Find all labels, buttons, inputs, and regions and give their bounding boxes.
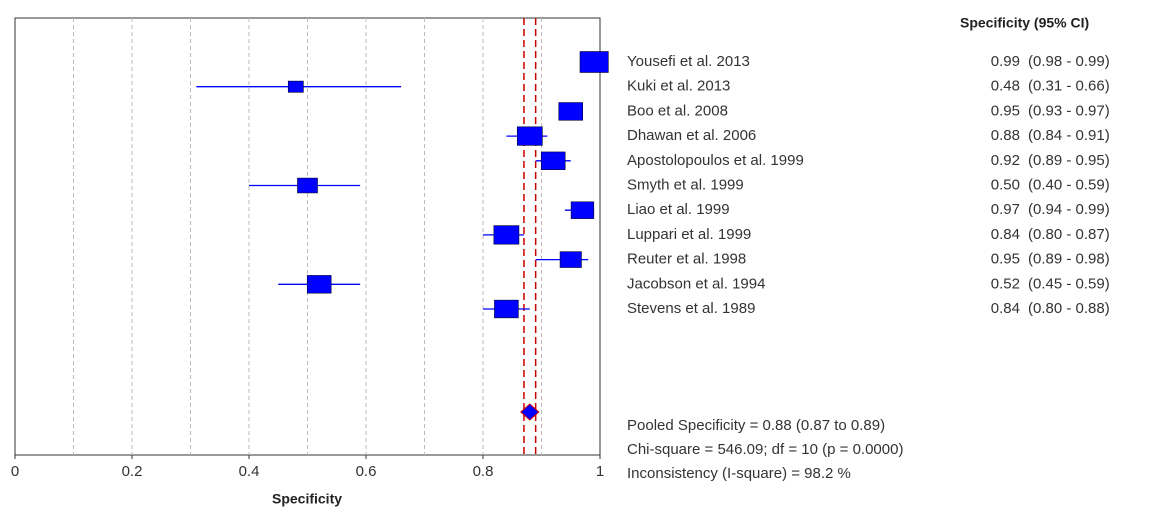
ci-label: (0.80 - 0.88) — [1028, 300, 1110, 317]
estimate-marker — [494, 299, 519, 319]
column-header: Specificity (95% CI) — [960, 15, 1089, 31]
estimate-label: 0.88 — [991, 127, 1020, 144]
x-tick-label: 0 — [11, 463, 19, 480]
estimate-marker — [306, 275, 332, 294]
study-name: Reuter et al. 1998 — [627, 251, 746, 268]
estimate-label: 0.92 — [991, 152, 1020, 169]
x-tick-label: 0.2 — [122, 463, 143, 480]
estimate-marker — [579, 51, 609, 73]
ci-label: (0.80 - 0.87) — [1028, 226, 1110, 243]
estimate-marker — [570, 201, 595, 219]
estimate-marker — [516, 126, 543, 146]
study-name: Apostolopoulos et al. 1999 — [627, 152, 804, 169]
ci-label: (0.94 - 0.99) — [1028, 201, 1110, 218]
ci-label: (0.98 - 0.99) — [1028, 53, 1110, 70]
estimate-marker — [297, 177, 318, 194]
estimate-label: 0.50 — [991, 176, 1020, 193]
study-name: Luppari et al. 1999 — [627, 226, 751, 243]
study-name: Yousefi et al. 2013 — [627, 53, 750, 70]
stat-line: Inconsistency (I-square) = 98.2 % — [627, 465, 851, 482]
study-name: Liao et al. 1999 — [627, 201, 730, 218]
estimate-label: 0.84 — [991, 300, 1020, 317]
x-tick-label: 0.8 — [473, 463, 494, 480]
estimate-marker — [287, 80, 304, 93]
ci-label: (0.89 - 0.95) — [1028, 152, 1110, 169]
estimate-label: 0.99 — [991, 53, 1020, 70]
study-name: Boo et al. 2008 — [627, 102, 728, 119]
estimate-label: 0.95 — [991, 102, 1020, 119]
x-axis-label: Specificity — [272, 491, 342, 507]
estimate-marker — [540, 151, 566, 170]
estimate-label: 0.97 — [991, 201, 1020, 218]
ci-label: (0.45 - 0.59) — [1028, 275, 1110, 292]
ci-label: (0.93 - 0.97) — [1028, 102, 1110, 119]
study-name: Stevens et al. 1989 — [627, 300, 755, 317]
estimate-label: 0.48 — [991, 78, 1020, 95]
x-tick-label: 0.6 — [356, 463, 377, 480]
estimate-label: 0.52 — [991, 275, 1020, 292]
pooled-diamond — [520, 403, 540, 421]
study-name: Smyth et al. 1999 — [627, 176, 744, 193]
estimate-marker — [493, 225, 520, 245]
study-name: Jacobson et al. 1994 — [627, 275, 765, 292]
stat-line: Pooled Specificity = 0.88 (0.87 to 0.89) — [627, 417, 885, 434]
ci-label: (0.84 - 0.91) — [1028, 127, 1110, 144]
study-name: Dhawan et al. 2006 — [627, 127, 756, 144]
x-tick-label: 0.4 — [239, 463, 260, 480]
x-tick-label: 1 — [596, 463, 604, 480]
estimate-label: 0.95 — [991, 251, 1020, 268]
ci-label: (0.40 - 0.59) — [1028, 176, 1110, 193]
estimate-label: 0.84 — [991, 226, 1020, 243]
stat-line: Chi-square = 546.09; df = 10 (p = 0.0000… — [627, 441, 903, 458]
ci-label: (0.31 - 0.66) — [1028, 78, 1110, 95]
estimate-marker — [558, 102, 584, 121]
ci-label: (0.89 - 0.98) — [1028, 251, 1110, 268]
estimate-marker — [559, 251, 582, 268]
study-name: Kuki et al. 2013 — [627, 78, 730, 95]
